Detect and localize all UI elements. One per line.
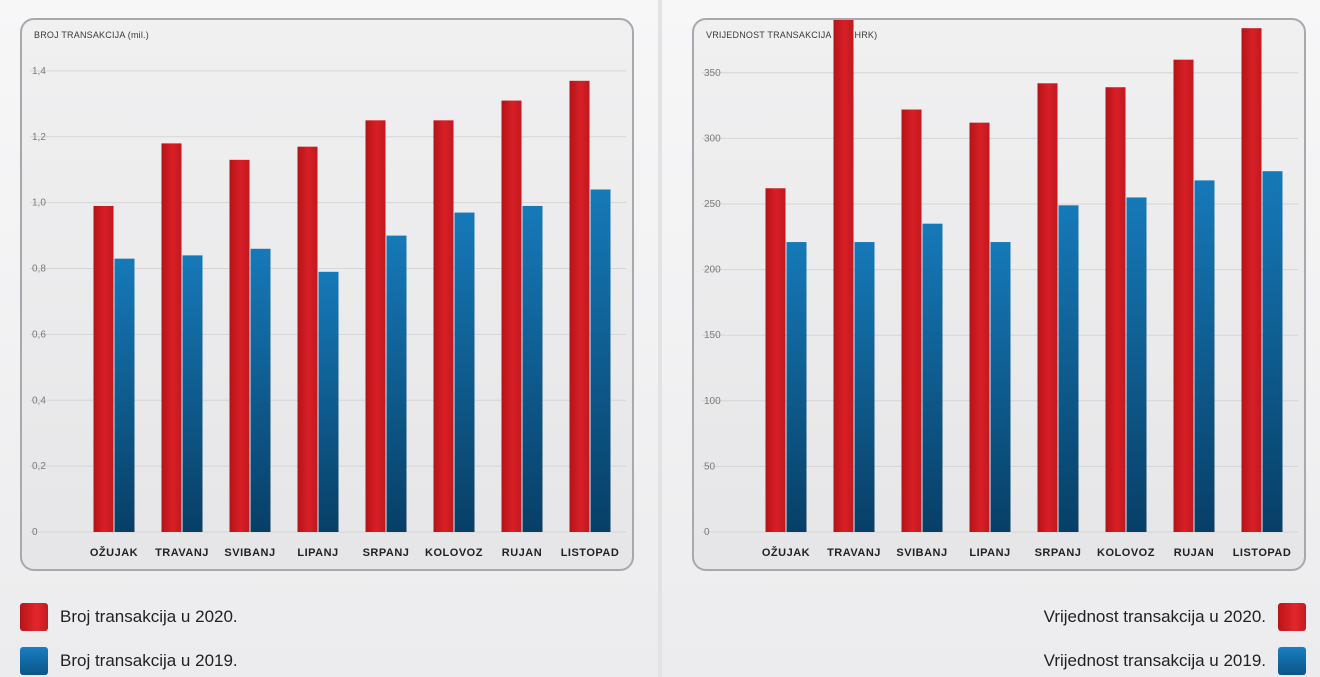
bar-2020 [365, 120, 386, 532]
y-tick-label: 200 [704, 265, 721, 276]
legend-label: Vrijednost transakcija u 2019. [1043, 651, 1266, 670]
bar-2020 [501, 100, 522, 532]
bar-2019 [386, 235, 407, 532]
y-tick-label: 1,4 [32, 66, 46, 77]
legend-item-2019: Broj transakcija u 2019. [20, 647, 238, 675]
bar-2019 [114, 258, 135, 532]
legend-label: Vrijednost transakcija u 2020. [1043, 607, 1266, 626]
bar-2019 [1262, 171, 1283, 532]
y-tick-label: 0 [32, 527, 38, 538]
bar-2019 [990, 242, 1011, 532]
legend-item-value-2019: Vrijednost transakcija u 2019. [1044, 647, 1306, 675]
x-category-label: SRPANJ [1035, 547, 1082, 559]
center-divider [658, 0, 662, 677]
bar-2019 [454, 212, 475, 532]
y-tick-label: 50 [704, 461, 716, 472]
bar-2020 [297, 146, 318, 532]
y-tick-label: 0,8 [32, 264, 46, 275]
x-category-label: SVIBANJ [224, 547, 275, 559]
bar-2019 [1058, 205, 1079, 532]
bar-2019 [854, 242, 875, 532]
bar-2020 [1241, 28, 1262, 532]
bar-2020 [229, 159, 250, 532]
legend-swatch-red [1278, 603, 1306, 631]
bar-2020 [433, 120, 454, 532]
chart-panel-transaction-count: BROJ TRANSAKCIJA (mil.) 0 0,2 0,4 0,6 0,8 1,0… [20, 18, 634, 571]
bar-2020 [1173, 59, 1194, 533]
bar-2019 [318, 271, 339, 532]
x-category-label: LIPANJ [969, 547, 1010, 559]
y-tick-label: 100 [704, 396, 721, 407]
legend-item-value-2020: Vrijednost transakcija u 2020. [1044, 603, 1306, 631]
bar-2019 [922, 223, 943, 532]
y-tick-label: 250 [704, 199, 721, 210]
bar-2019 [250, 248, 271, 533]
chart-panel-transaction-value: VRIJEDNOST TRANSAKCIJA (mil. HRK) 0 50 100… [692, 18, 1306, 571]
bar-2020 [93, 205, 114, 532]
bar-2019 [590, 189, 611, 532]
bar-2019 [522, 205, 543, 532]
chart-title: VRIJEDNOST TRANSAKCIJA (mil. HRK) [706, 30, 878, 40]
y-tick-label: 150 [704, 330, 721, 341]
bar-2020 [765, 188, 786, 533]
bar-2020 [569, 80, 590, 533]
y-tick-label: 1,0 [32, 198, 46, 209]
x-category-label: KOLOVOZ [425, 547, 483, 559]
bar-2020 [1037, 83, 1058, 532]
y-tick-label: 0 [704, 527, 710, 538]
x-category-label: LIPANJ [297, 547, 338, 559]
chart-svg-transaction-count: 0 0,2 0,4 0,6 0,8 1,0 1,2 1,4 OŽUJAK TRAVANJ SVIBA… [30, 66, 626, 559]
x-category-label: SRPANJ [363, 547, 410, 559]
chart-svg-transaction-value: 0 50 100 150 200 250 300 350 OŽUJAK TRAVANJ SVIBAN… [702, 20, 1298, 559]
bar-2020 [833, 20, 854, 533]
bar-2019 [1126, 197, 1147, 532]
bar-2020 [161, 143, 182, 532]
bar-2019 [786, 242, 807, 532]
x-category-label: LISTOPAD [561, 547, 620, 559]
bar-2019 [182, 255, 203, 533]
legend-swatch-blue [1278, 647, 1306, 675]
bar-2020 [1105, 87, 1126, 533]
x-category-label: LISTOPAD [1233, 547, 1292, 559]
legend-label: Broj transakcija u 2019. [60, 651, 238, 670]
bar-2019 [1194, 180, 1215, 532]
legend-label: Broj transakcija u 2020. [60, 607, 238, 626]
x-category-label: TRAVANJ [827, 547, 881, 559]
legend-item-2020: Broj transakcija u 2020. [20, 603, 238, 631]
y-tick-label: 0,4 [32, 395, 46, 406]
bar-2020 [969, 122, 990, 532]
legend-swatch-red [20, 603, 48, 631]
y-tick-label: 0,6 [32, 329, 46, 340]
y-tick-label: 300 [704, 133, 721, 144]
chart-title: BROJ TRANSAKCIJA (mil.) [34, 30, 149, 40]
x-category-label: OŽUJAK [762, 546, 810, 559]
legend-swatch-blue [20, 647, 48, 675]
y-tick-label: 1,2 [32, 132, 46, 143]
y-tick-label: 0,2 [32, 461, 46, 472]
x-category-label: SVIBANJ [896, 547, 947, 559]
x-category-label: KOLOVOZ [1097, 547, 1155, 559]
x-category-label: RUJAN [1174, 547, 1214, 559]
x-category-label: TRAVANJ [155, 547, 209, 559]
y-tick-label: 350 [704, 68, 721, 79]
bar-2020 [901, 109, 922, 532]
x-category-label: OŽUJAK [90, 546, 138, 559]
x-category-label: RUJAN [502, 547, 542, 559]
